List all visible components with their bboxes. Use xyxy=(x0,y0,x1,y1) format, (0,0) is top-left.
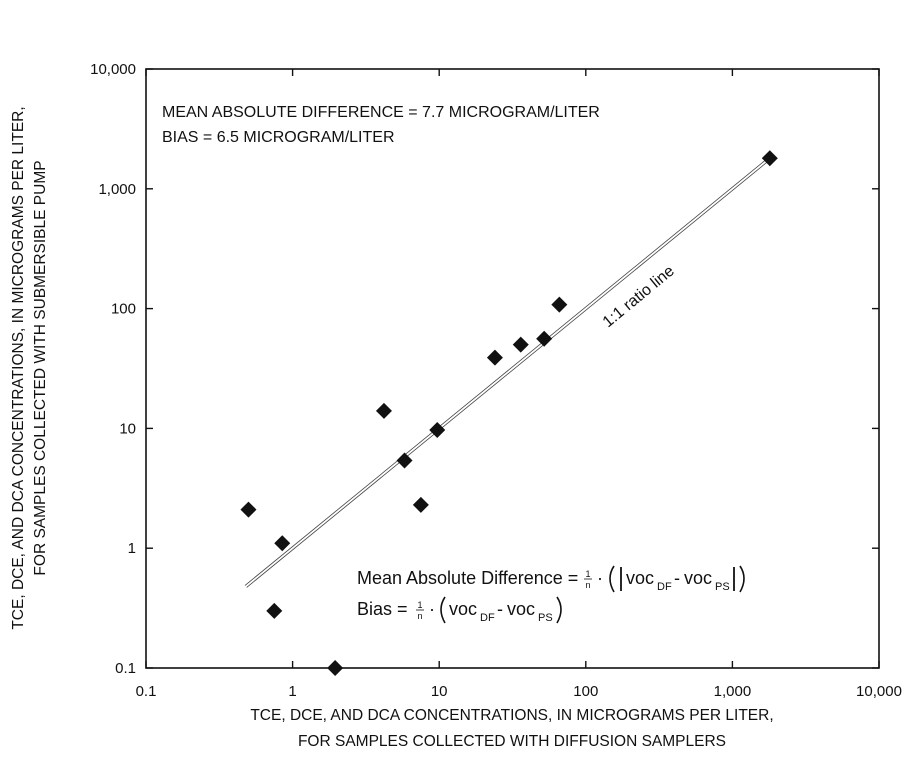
data-point xyxy=(512,336,529,353)
y-tick-label: 10 xyxy=(119,420,136,437)
mad-minus: - xyxy=(674,568,680,588)
bias-dot: · xyxy=(429,599,435,619)
bias-annotation: BIAS = 6.5 MICROGRAM/LITER xyxy=(162,129,395,146)
y-tick-label: 100 xyxy=(111,301,136,318)
mad-formula-prefix: Mean Absolute Difference = xyxy=(357,568,578,588)
tick-marks xyxy=(145,68,880,669)
mad-frac-den: n xyxy=(585,580,590,590)
bias-frac-den: n xyxy=(417,611,422,621)
x-tick-label: 0.1 xyxy=(136,683,157,700)
ratio-line-stroke xyxy=(246,158,771,588)
bias-voc-df: voc xyxy=(449,599,477,619)
x-tick-label: 1,000 xyxy=(714,683,752,700)
ratio-line-label: 1:1 ratio line xyxy=(600,262,678,331)
y-tick-label: 1,000 xyxy=(98,181,136,198)
bias-sub-df: DF xyxy=(480,612,495,624)
ratio-line-stroke xyxy=(244,156,770,586)
bias-formula-prefix: Bias = xyxy=(357,599,408,619)
mad-sub-df: DF xyxy=(657,581,672,593)
y-axis-label-line1: TCE, DCE, AND DCA CONCENTRATIONS, IN MIC… xyxy=(10,106,27,629)
data-point xyxy=(240,501,257,518)
y-tick-label: 0.1 xyxy=(115,660,136,677)
data-point xyxy=(396,452,413,469)
ratio-line xyxy=(244,156,771,588)
x-axis-label-line2: FOR SAMPLES COLLECTED WITH DIFFUSION SAM… xyxy=(298,733,726,750)
mad-voc-df: voc xyxy=(626,568,654,588)
x-tick-label: 10 xyxy=(431,683,448,700)
data-point xyxy=(551,296,568,313)
mad-dot: · xyxy=(597,568,603,588)
bias-sub-ps: PS xyxy=(538,612,553,624)
data-point xyxy=(375,402,392,419)
data-points xyxy=(240,150,778,676)
data-point xyxy=(274,535,291,552)
x-axis-label-line1: TCE, DCE, AND DCA CONCENTRATIONS, IN MIC… xyxy=(250,707,773,724)
y-tick-label: 1 xyxy=(128,540,136,557)
bias-voc-ps: voc xyxy=(507,599,535,619)
data-point xyxy=(761,150,778,167)
tick-labels: 0.1 1 10 100 1,000 10,000 0.1 1 10 100 1,000 10,000 xyxy=(90,61,902,700)
y-axis-label-line2: FOR SAMPLES COLLECTED WITH SUBMERSIBLE P… xyxy=(32,160,49,575)
data-point xyxy=(266,602,283,619)
mad-frac-num: 1 xyxy=(585,569,590,579)
x-tick-label: 100 xyxy=(573,683,598,700)
plot-frame xyxy=(145,68,880,669)
data-point xyxy=(536,330,553,347)
mad-voc-ps: voc xyxy=(684,568,712,588)
y-tick-label: 10,000 xyxy=(90,61,136,78)
data-point xyxy=(486,349,503,366)
mad-formula: Mean Absolute Difference = 1 n · voc DF … xyxy=(357,565,745,593)
x-tick-label: 10,000 xyxy=(856,683,902,700)
data-point xyxy=(412,496,429,513)
mad-sub-ps: PS xyxy=(715,581,730,593)
bias-formula: Bias = 1 n · voc DF - voc PS xyxy=(357,596,562,624)
data-point xyxy=(429,421,446,438)
data-point xyxy=(327,660,344,676)
bias-frac-num: 1 xyxy=(417,600,422,610)
x-tick-label: 1 xyxy=(288,683,296,700)
bias-minus: - xyxy=(497,599,503,619)
mean-abs-diff-annotation: MEAN ABSOLUTE DIFFERENCE = 7.7 MICROGRAM… xyxy=(162,104,600,121)
